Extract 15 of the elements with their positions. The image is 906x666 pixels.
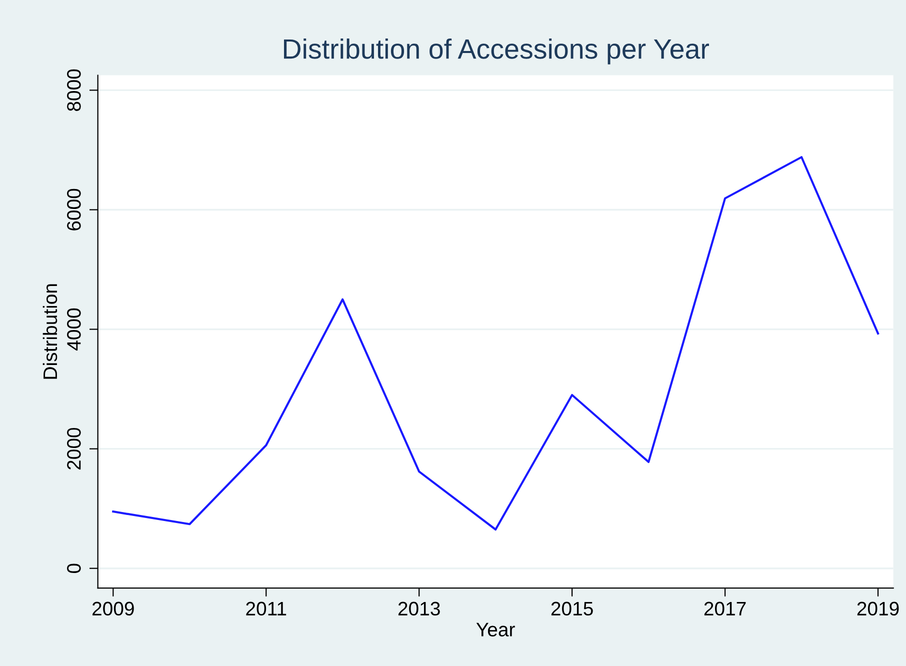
y-tick-label: 8000 [67, 69, 81, 111]
chart-title: Distribution of Accessions per Year [284, 38, 710, 64]
y-tick-label: 6000 [67, 188, 81, 230]
y-tick-label: 2000 [67, 428, 81, 470]
x-tick-label: 2017 [704, 602, 746, 616]
x-axis-title: Year [476, 622, 515, 636]
x-tick-label: 2015 [551, 602, 593, 616]
y-axis-title: Distribution [42, 284, 58, 379]
x-tick-label: 2013 [398, 602, 440, 616]
y-tick-label: 0 [67, 564, 81, 573]
x-tick-label: 2011 [246, 602, 286, 616]
y-tick-label: 4000 [67, 308, 81, 350]
x-tick-label: 2019 [857, 602, 899, 616]
line-series [112, 156, 880, 531]
x-tick-label: 2009 [92, 602, 134, 616]
